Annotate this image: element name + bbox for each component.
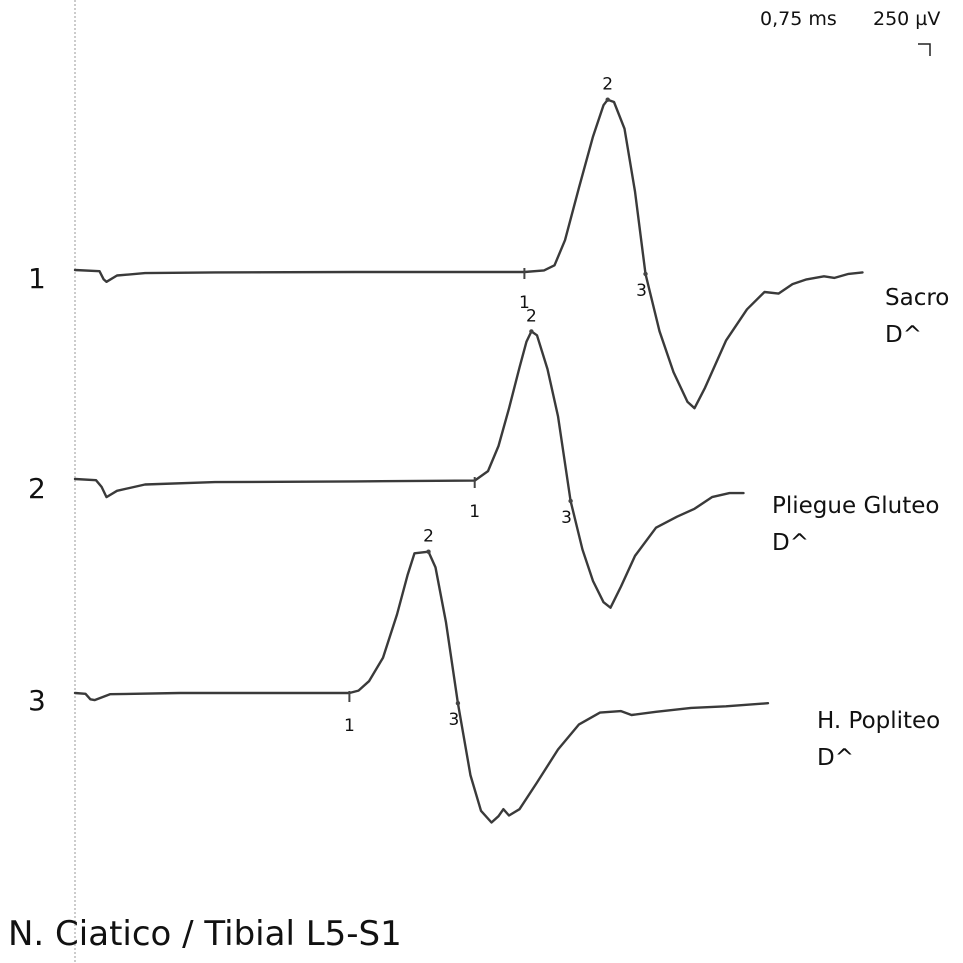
trace-1-site-label: Sacro: [885, 285, 949, 311]
trace-3-marker-3-dot: [455, 701, 461, 706]
time-scale-label: 0,75 ms: [760, 8, 837, 30]
trace-3: 1 2 3 3 H. Popliteo D^: [28, 527, 940, 824]
trace-3-marker-2-dot: [426, 549, 431, 554]
trace-3-marker-2-label: 2: [423, 527, 434, 547]
trace-3-side-label: D^: [817, 745, 854, 771]
trace-1-marker-1-label: 1: [519, 293, 530, 313]
trace-3-marker-3-label: 3: [448, 710, 459, 730]
trace-2-marker-1-label: 1: [469, 502, 480, 522]
trace-1-marker-3-label: 3: [636, 281, 647, 301]
trace-2-marker-3-dot: [568, 498, 573, 504]
page-title: N. Ciatico / Tibial L5-S1: [8, 914, 402, 954]
amplitude-scale-label: 250 µV: [873, 8, 940, 30]
trace-3-number: 3: [28, 684, 46, 717]
trace-2-side-label: D^: [772, 530, 809, 556]
trace-1-marker-2-label: 2: [602, 75, 613, 95]
trace-1-number: 1: [28, 262, 46, 295]
trace-1-marker-3-dot: [643, 271, 648, 277]
trace-2-number: 2: [28, 472, 46, 505]
trace-2-marker-2-label: 2: [526, 306, 537, 326]
trace-2-marker-2-dot: [529, 329, 534, 334]
trace-2: 1 2 3 2 Pliegue Gluteo D^: [28, 306, 939, 609]
trace-2-waveform: [73, 330, 745, 609]
trace-2-marker-3-label: 3: [561, 508, 572, 528]
trace-3-site-label: H. Popliteo: [817, 708, 940, 734]
trace-3-waveform: [73, 550, 770, 824]
trace-1-waveform: [73, 98, 864, 410]
trace-1-marker-2-dot: [605, 97, 610, 102]
trace-3-marker-1-label: 1: [344, 716, 355, 736]
trace-2-site-label: Pliegue Gluteo: [772, 493, 939, 519]
scale-bar-icon: [918, 43, 931, 56]
trace-1-side-label: D^: [885, 322, 922, 348]
